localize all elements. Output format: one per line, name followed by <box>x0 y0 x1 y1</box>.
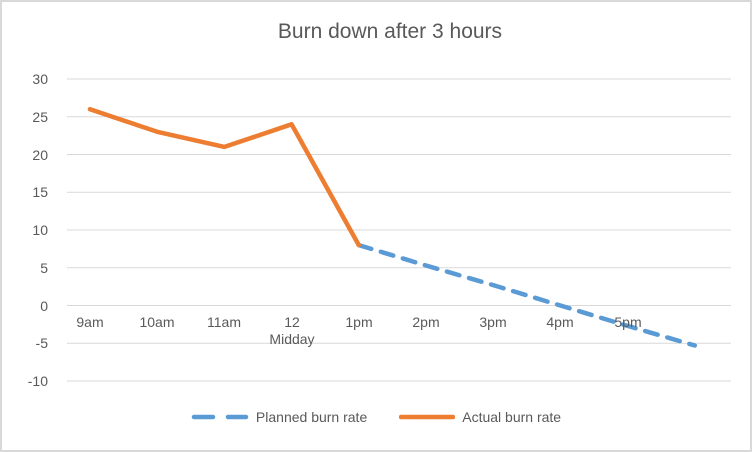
x-axis-label: 4pm <box>546 314 574 330</box>
chart-title[interactable]: Burn down after 3 hours <box>277 20 503 43</box>
x-axis-label: 12 Midday <box>269 314 315 347</box>
planned-line-marker-icon <box>191 414 249 420</box>
x-axis-label: 3pm <box>479 314 507 330</box>
x-axis-label: 10am <box>139 314 175 330</box>
planned-burn-rate-line[interactable] <box>356 242 698 348</box>
y-axis-label: 30 <box>32 71 48 87</box>
x-axis-label: 11am <box>207 314 241 330</box>
actual-line-marker-icon <box>399 414 456 420</box>
legend-label-actual: Actual burn rate <box>462 409 562 425</box>
y-axis-label: 20 <box>32 147 48 163</box>
y-axis-label: 5 <box>40 260 48 276</box>
y-axis-label: -5 <box>35 335 48 351</box>
x-axis-label: 2pm <box>412 314 440 330</box>
series-lines <box>87 106 698 348</box>
legend: Planned burn rate Actual burn rate <box>2 409 750 425</box>
x-axis-label: 5pm <box>614 314 642 330</box>
actual-burn-rate-line[interactable] <box>87 106 362 248</box>
y-axis-label: 10 <box>32 222 48 238</box>
y-axis-label: 15 <box>32 184 48 200</box>
legend-item-planned[interactable]: Planned burn rate <box>191 409 367 425</box>
x-axis-label: 9am <box>76 314 104 330</box>
y-axis-label: -10 <box>27 373 48 389</box>
y-axis-label: 25 <box>32 109 48 125</box>
legend-item-actual[interactable]: Actual burn rate <box>399 409 561 425</box>
gridlines <box>67 78 731 382</box>
x-axis-label: 1pm <box>345 314 373 330</box>
y-axis-label: 0 <box>40 298 48 314</box>
legend-label-planned: Planned burn rate <box>255 409 368 425</box>
